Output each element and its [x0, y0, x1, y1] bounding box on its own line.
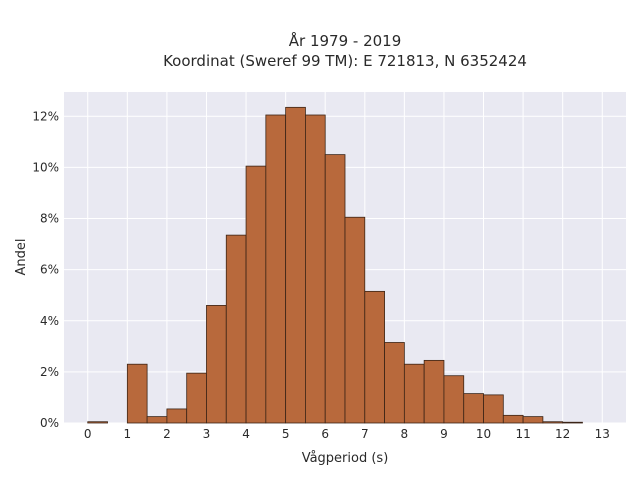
x-tick-label: 11 — [515, 427, 530, 441]
histogram-bar — [265, 114, 287, 424]
x-tick-label: 1 — [124, 427, 132, 441]
x-tick-label: 8 — [401, 427, 409, 441]
y-tick-labels: 0% 2% 4% 6% 8% 10% 12% — [32, 109, 59, 430]
y-tick-label: 2% — [40, 365, 59, 379]
x-tick-label: 0 — [84, 427, 92, 441]
x-axis-label: Vågperiod (s) — [302, 451, 389, 466]
histogram-bar — [305, 114, 326, 424]
chart-title-line2: Koordinat (Sweref 99 TM): E 721813, N 63… — [163, 52, 527, 70]
histogram-bar — [463, 393, 484, 424]
x-tick-label: 10 — [476, 427, 491, 441]
x-tick-label: 4 — [242, 427, 250, 441]
bars — [87, 106, 583, 424]
x-tick-label: 7 — [361, 427, 369, 441]
histogram-bar — [542, 421, 564, 424]
histogram-bar — [364, 290, 385, 424]
x-tick-label: 9 — [440, 427, 448, 441]
y-tick-label: 6% — [40, 263, 59, 277]
x-tick-label: 13 — [595, 427, 610, 441]
histogram-bar — [403, 363, 425, 424]
histogram-bar — [87, 421, 108, 424]
histogram-bar — [324, 154, 346, 424]
x-tick-label: 3 — [203, 427, 211, 441]
histogram-bar — [126, 363, 148, 424]
histogram-bar — [522, 416, 544, 424]
y-tick-label: 4% — [40, 314, 59, 328]
y-tick-label: 10% — [32, 160, 59, 174]
histogram-bar — [206, 305, 227, 424]
histogram-bar — [443, 375, 465, 424]
histogram-bar — [384, 342, 405, 424]
y-axis-label: Andel — [14, 239, 29, 276]
histogram-bar — [502, 414, 524, 424]
x-tick-label: 12 — [555, 427, 570, 441]
x-tick-label: 2 — [163, 427, 171, 441]
x-tick-labels: 0 1 2 3 4 5 6 7 8 9 10 11 12 13 — [84, 427, 610, 441]
histogram-bar — [483, 394, 504, 424]
histogram-bar — [146, 416, 168, 424]
y-tick-label: 0% — [40, 416, 59, 430]
y-tick-label: 8% — [40, 212, 59, 226]
x-tick-label: 6 — [321, 427, 329, 441]
histogram-bar — [285, 106, 306, 424]
histogram-bar — [423, 359, 445, 424]
x-tick-label: 5 — [282, 427, 290, 441]
chart-title-line1: År 1979 - 2019 — [289, 31, 402, 50]
y-tick-label: 12% — [32, 109, 59, 123]
histogram-bar — [166, 408, 188, 424]
histogram-bar — [344, 216, 366, 424]
histogram-bar — [186, 372, 207, 424]
histogram-bar — [562, 421, 583, 424]
histogram-bar — [225, 234, 247, 424]
histogram-bar — [245, 165, 267, 424]
